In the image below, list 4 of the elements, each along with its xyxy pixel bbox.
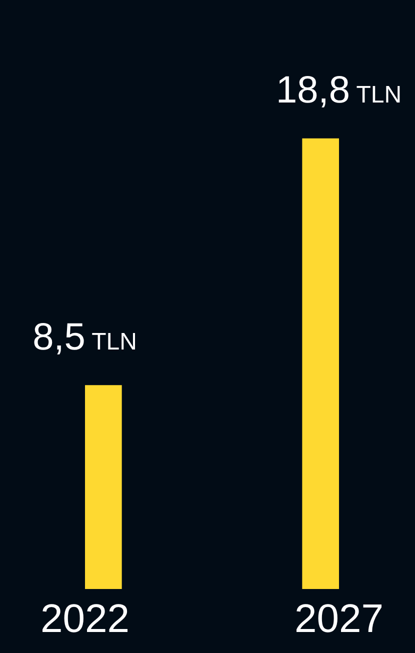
x-tick-label: 2022 xyxy=(40,597,130,642)
x-tick-label: 2027 xyxy=(294,597,384,642)
data-label: 18,8 TLN xyxy=(276,70,402,112)
data-label: 8,5 TLN xyxy=(32,316,137,358)
